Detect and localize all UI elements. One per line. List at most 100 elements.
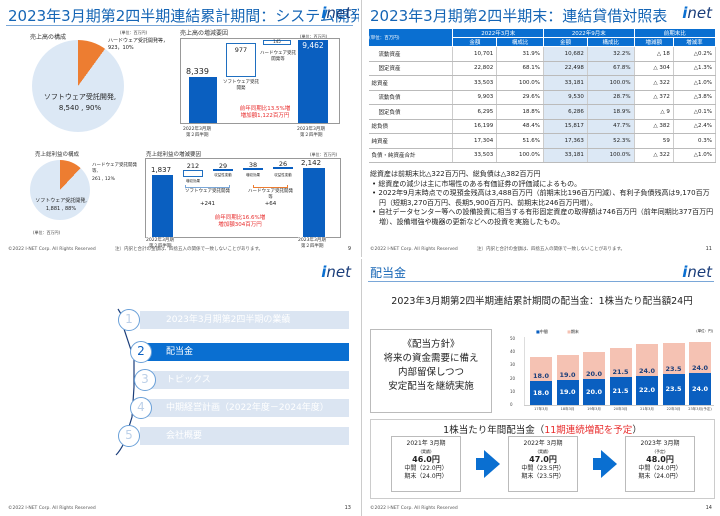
table-cell: 67.8% (587, 61, 635, 76)
table-row: 固定資産 22,802 68.1% 22,498 67.8% △ 304 △1.3% (368, 61, 717, 76)
agenda-item-5[interactable]: 会社概要 (140, 427, 349, 445)
bullet-item: • 2022年9月末時点での現預金残高は3,488百万円（前期末比196百万円減… (372, 189, 710, 207)
table-cell: 100.0% (496, 75, 545, 91)
bar-final (556, 354, 579, 380)
policy-line: 安定配当を継続実施 (388, 381, 474, 392)
profit-pie-software-value: 1,881 , 88% (45, 206, 77, 212)
table-cell: 33,181 (543, 148, 588, 163)
profit-growth-note: 前年同期比16.6%増 (214, 215, 266, 221)
inet-logo: inet (321, 4, 351, 22)
table-cell: △ 304 (634, 61, 674, 76)
column-header: 金額 (452, 37, 498, 47)
bullet-item: • 総資産の減少は主に市場性のある有価証券の評価減によるもの。 (372, 179, 582, 188)
page-number: 13 (344, 505, 351, 511)
table-cell: 18.8% (496, 104, 545, 120)
table-row: 総負債 16,199 48.4% 15,817 47.7% △ 382 △2.4% (368, 119, 717, 134)
table-cell: △3.8% (673, 90, 717, 105)
title-underline (6, 25, 353, 26)
year-dividend-box: 2022年 3月期 (実績) 47.0円 中間（23.5円） 期末（23.5円） (508, 436, 578, 492)
table-row: 負債・純資産合計 33,503 100.0% 33,181 100.0% △ 322 △1.… (368, 148, 717, 163)
table-cell: 68.1% (496, 61, 545, 76)
table-cell: 15,817 (543, 119, 588, 134)
row-label: 固定負債 (368, 104, 454, 120)
data-label-interim: 20.0 (585, 387, 603, 396)
profit-sw-margin-value: 29 (218, 162, 228, 170)
agenda-item-1[interactable]: 2023年3月期第2四半期の業績 (140, 311, 349, 329)
dividend-bar-chart: 0 10 20 30 40 50 ■中間 ■期末 (単位：円) 18.0 18.0 17年3月… (510, 329, 715, 411)
table-cell: 0.3% (673, 133, 717, 149)
profit-end-period: 2023年3月期 (298, 237, 326, 243)
sales-pie-software-label: ソフトウェア受託開発, (43, 93, 117, 101)
agenda-item-label: トピックス (166, 375, 211, 385)
profit-start-period: 2022年3月期 (146, 237, 174, 243)
legend: ■中間 ■期末 (536, 329, 579, 334)
year-interim: 中間（24.0円） (638, 465, 682, 472)
year-final: 期末（23.5円） (521, 472, 565, 480)
x-tick-label: 22年3月 (666, 407, 681, 411)
row-label: 総資産 (368, 75, 454, 91)
unit-header: (単位：百万円) (367, 28, 454, 47)
software-bracket (185, 185, 230, 188)
profit-increase-note: 増加額304百万円 (218, 222, 262, 228)
policy-line: 将来の資金需要に備え (383, 353, 479, 364)
slide-title: 配当金 (370, 266, 407, 280)
bar-interim (583, 378, 605, 405)
bar-interim (530, 381, 552, 405)
agenda-item-4[interactable]: 中期経営計画（2022年度－2024年度） (140, 399, 349, 417)
agenda-number-circle: 1 (118, 309, 140, 331)
inet-logo: inet (321, 263, 351, 281)
bar-final (636, 344, 658, 376)
table-cell: 52.3% (587, 133, 635, 149)
sales-hardware-label: ハードウェア受託開発等 (260, 51, 296, 62)
legend-swatch-interim: ■ (536, 329, 540, 334)
arrow-right-icon (476, 458, 484, 470)
table-cell: 10,701 (452, 46, 498, 62)
x-tick-label: 21年3月 (640, 407, 654, 411)
sales-waterfall-title: 売上高の増減要因 (180, 30, 229, 37)
column-header: 構成比 (586, 37, 635, 47)
table-cell: 22,498 (543, 61, 588, 76)
sales-increase-note: 増加額1,122百万円 (240, 113, 290, 119)
profit-pie-hardware-value: 261 , 12% (92, 177, 115, 182)
agenda-item-2[interactable]: 配当金 (140, 343, 349, 361)
data-label-interim: 18.0 (532, 389, 550, 398)
data-label-final: 24.0 (638, 366, 656, 375)
profit-start-period-q: 第２四半期 (149, 244, 172, 249)
agenda-item-3[interactable]: トピックス (140, 371, 349, 389)
bar-interim (689, 373, 711, 405)
data-label-final: 21.5 (612, 367, 629, 376)
page-number: 11 (705, 246, 712, 252)
copyright: ©2022 I-NET Corp. All Rights Reserved (370, 506, 458, 511)
sales-hardware-value: 145 (273, 39, 281, 44)
profit-bar-sw-margin (213, 169, 233, 171)
group-header: 2022年3月末 (452, 28, 545, 38)
table-cell: △0.1% (673, 104, 717, 120)
profit-bar-2022 (152, 175, 173, 237)
sales-start-period-q: 第２四半期 (186, 133, 209, 138)
profit-pie-software-label: ソフトウェア受託開発, (35, 198, 87, 204)
year-total: 48.0円 (646, 455, 674, 464)
data-label-final: 23.5 (665, 364, 682, 373)
copyright: ©2022 I-NET Corp. All Rights Reserved (8, 247, 96, 252)
table-cell: 9,903 (452, 90, 498, 105)
table-cell: 29.6% (496, 90, 545, 105)
profit-bar-hw-margin (273, 167, 293, 169)
sales-start-value: 8,339 (186, 67, 209, 76)
table-cell: △ 18 (634, 46, 674, 62)
table-cell: △0.2% (673, 46, 717, 62)
table-cell: △ 9 (634, 104, 674, 120)
footnote: 注）内訳と合計の金額は、四捨五入の関係で一致しないことがあります。 (477, 247, 626, 252)
y-tick-label: 20 (510, 375, 516, 381)
profit-hw-volume-label: 増収効果 (246, 173, 260, 177)
table-cell: 22,802 (452, 61, 498, 76)
table-cell: 17,304 (452, 133, 498, 149)
table-cell: 33,503 (452, 148, 498, 163)
dividend-policy-box: 《配当方針》 将来の資金需要に備え 内部留保しつつ 安定配当を継続実施 (370, 329, 492, 413)
profit-hw-volume-value: 38 (248, 161, 258, 169)
balance-sheet-notes: 総資産は前期末比△322百万円、総負債は△382百万円 • 総資産の減少は主に市… (370, 170, 715, 227)
year-label: 2023年 3月期 (640, 440, 680, 447)
sales-bar-2022 (189, 77, 217, 123)
bar-interim (636, 375, 658, 405)
profit-hw-group-label: ハードウェア受託開発等 (248, 189, 293, 200)
table-cell: 100.0% (587, 148, 635, 163)
